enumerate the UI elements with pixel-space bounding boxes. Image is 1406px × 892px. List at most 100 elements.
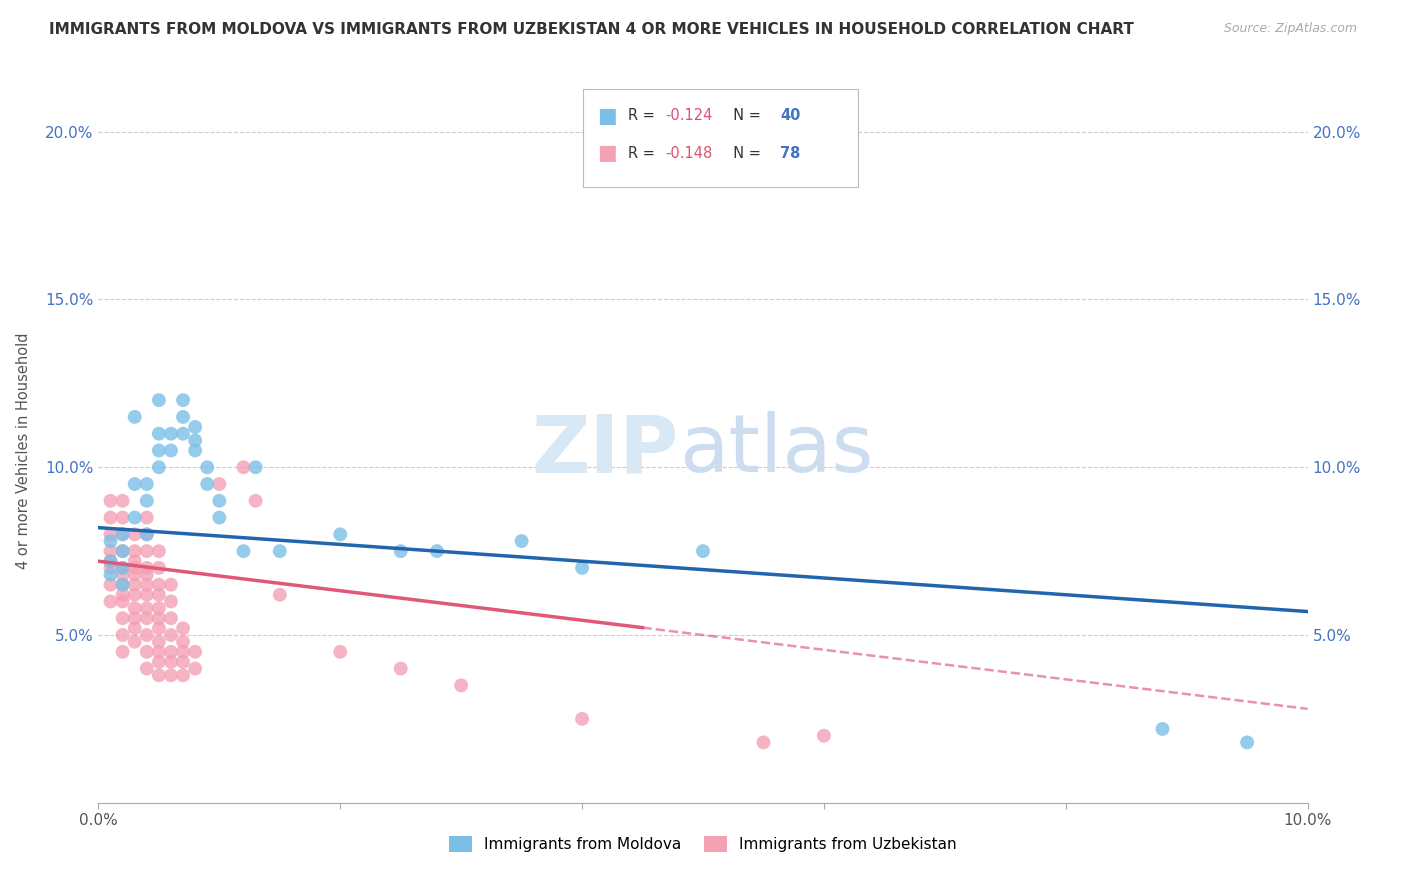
Point — [124, 544, 146, 558]
Point — [124, 409, 146, 424]
Point — [135, 561, 157, 575]
Point — [160, 655, 183, 669]
Point — [269, 544, 291, 558]
Y-axis label: 4 or more Vehicles in Household: 4 or more Vehicles in Household — [17, 332, 31, 569]
Point — [148, 561, 170, 575]
Point — [111, 594, 134, 608]
Point — [148, 634, 170, 648]
Point — [752, 735, 775, 749]
Point — [124, 561, 146, 575]
Point — [111, 611, 134, 625]
Point — [124, 634, 146, 648]
Point — [184, 662, 207, 676]
Point — [148, 655, 170, 669]
Point — [135, 577, 157, 591]
Point — [148, 544, 170, 558]
Point — [111, 527, 134, 541]
Point — [692, 544, 714, 558]
Text: ■: ■ — [598, 144, 617, 163]
Point — [124, 621, 146, 635]
Text: ZIP: ZIP — [531, 411, 679, 490]
Point — [160, 611, 183, 625]
Point — [124, 611, 146, 625]
Point — [148, 426, 170, 441]
Point — [148, 601, 170, 615]
Point — [135, 662, 157, 676]
Point — [100, 554, 122, 568]
Point — [148, 460, 170, 475]
Point — [100, 493, 122, 508]
Point — [329, 645, 352, 659]
Point — [269, 588, 291, 602]
Point — [124, 527, 146, 541]
Point — [124, 477, 146, 491]
Point — [135, 628, 157, 642]
Point — [148, 588, 170, 602]
Point — [135, 527, 157, 541]
Point — [571, 561, 593, 575]
Point — [135, 601, 157, 615]
Point — [100, 544, 122, 558]
Point — [111, 510, 134, 524]
Point — [232, 544, 254, 558]
Point — [184, 420, 207, 434]
Point — [100, 577, 122, 591]
Point — [160, 594, 183, 608]
Point — [135, 544, 157, 558]
Text: ■: ■ — [598, 106, 617, 126]
Point — [184, 434, 207, 448]
Point — [135, 477, 157, 491]
Point — [124, 588, 146, 602]
Point — [111, 577, 134, 591]
Point — [172, 621, 194, 635]
Point — [135, 645, 157, 659]
Point — [135, 493, 157, 508]
Point — [813, 729, 835, 743]
Point — [100, 594, 122, 608]
Point — [111, 493, 134, 508]
Text: -0.148: -0.148 — [665, 146, 713, 161]
Point — [100, 527, 122, 541]
Point — [100, 567, 122, 582]
Point — [172, 634, 194, 648]
Point — [135, 527, 157, 541]
Text: atlas: atlas — [679, 411, 873, 490]
Point — [571, 712, 593, 726]
Text: 78: 78 — [780, 146, 800, 161]
Point — [148, 645, 170, 659]
Text: 40: 40 — [780, 109, 800, 123]
Text: N =: N = — [724, 109, 766, 123]
Text: -0.124: -0.124 — [665, 109, 713, 123]
Point — [135, 567, 157, 582]
Point — [232, 460, 254, 475]
Point — [1236, 735, 1258, 749]
Point — [124, 601, 146, 615]
Point — [160, 645, 183, 659]
Point — [148, 611, 170, 625]
Point — [184, 645, 207, 659]
Point — [160, 426, 183, 441]
Text: IMMIGRANTS FROM MOLDOVA VS IMMIGRANTS FROM UZBEKISTAN 4 OR MORE VEHICLES IN HOUS: IMMIGRANTS FROM MOLDOVA VS IMMIGRANTS FR… — [49, 22, 1135, 37]
Point — [124, 567, 146, 582]
Point — [195, 460, 218, 475]
Point — [100, 510, 122, 524]
Point — [172, 426, 194, 441]
Point — [135, 611, 157, 625]
Point — [148, 393, 170, 408]
Point — [208, 510, 231, 524]
Point — [160, 443, 183, 458]
Point — [124, 554, 146, 568]
Point — [111, 628, 134, 642]
Point — [208, 493, 231, 508]
Point — [1152, 722, 1174, 736]
Point — [160, 668, 183, 682]
Point — [100, 561, 122, 575]
Point — [111, 527, 134, 541]
Point — [148, 443, 170, 458]
Point — [195, 477, 218, 491]
Point — [389, 544, 412, 558]
Point — [148, 577, 170, 591]
Text: N =: N = — [724, 146, 766, 161]
Point — [111, 561, 134, 575]
Text: R =: R = — [628, 109, 659, 123]
